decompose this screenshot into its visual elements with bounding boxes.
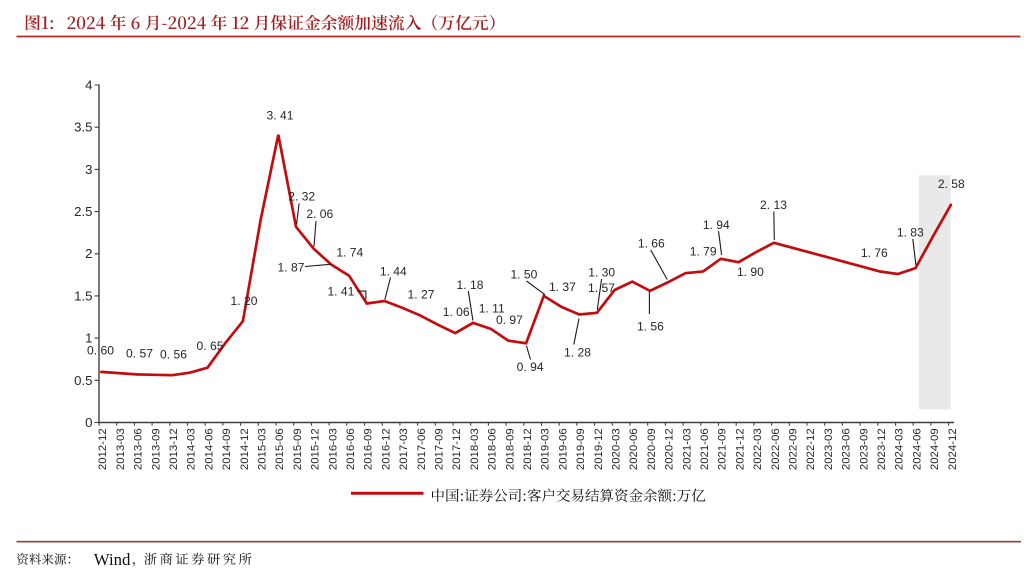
svg-text:2024-12: 2024-12 [947,428,959,470]
svg-text:2018-06: 2018-06 [487,428,499,470]
svg-text:0. 60: 0. 60 [87,343,114,357]
svg-text:2016-03: 2016-03 [327,428,339,470]
svg-text:2013-03: 2013-03 [115,428,127,470]
svg-text:2023-03: 2023-03 [823,428,835,470]
svg-text:2019-06: 2019-06 [557,428,569,470]
svg-text:2018-12: 2018-12 [522,428,534,470]
svg-text:2020-09: 2020-09 [646,428,658,470]
svg-text:1. 74: 1. 74 [336,246,363,260]
svg-text:2021-12: 2021-12 [734,428,746,470]
svg-text:2. 58: 2. 58 [938,177,965,191]
svg-text:2: 2 [85,246,92,261]
svg-text:0. 94: 0. 94 [517,360,544,374]
svg-text:0.5: 0.5 [74,373,92,388]
svg-text:2016-06: 2016-06 [345,428,357,470]
svg-text:3.5: 3.5 [74,120,92,135]
svg-text:2022-09: 2022-09 [788,428,800,470]
svg-text:2020-06: 2020-06 [628,428,640,470]
svg-text:Wind: Wind [94,550,131,569]
svg-text:0: 0 [85,415,92,430]
svg-text:1. 44: 1. 44 [380,264,407,278]
svg-text:1. 87: 1. 87 [278,260,305,274]
svg-text:2. 06: 2. 06 [306,207,333,221]
svg-text:2023-12: 2023-12 [876,428,888,470]
svg-text:1. 79: 1. 79 [690,245,717,259]
svg-text:1. 11: 1. 11 [479,302,505,316]
svg-text:1. 41: 1. 41 [327,285,354,299]
svg-text:2021-03: 2021-03 [681,428,693,470]
svg-text:2018-03: 2018-03 [469,428,481,470]
svg-text:1. 50: 1. 50 [510,267,537,281]
svg-text:1. 30: 1. 30 [588,266,615,280]
svg-text:2017-03: 2017-03 [398,428,410,470]
svg-text:2017-06: 2017-06 [416,428,428,470]
svg-text:2013-09: 2013-09 [150,428,162,470]
svg-text:2014-12: 2014-12 [239,428,251,470]
svg-text:2012-12: 2012-12 [97,428,109,470]
svg-text:2023-06: 2023-06 [841,428,853,470]
svg-text:1. 76: 1. 76 [861,246,888,260]
svg-text:2017-09: 2017-09 [434,428,446,470]
svg-text:2020-03: 2020-03 [611,428,623,470]
svg-text:1. 94: 1. 94 [703,218,730,232]
svg-text:0. 56: 0. 56 [160,347,187,361]
svg-text:2020-12: 2020-12 [664,428,676,470]
svg-text:2015-12: 2015-12 [310,428,322,470]
svg-text:2024-03: 2024-03 [894,428,906,470]
svg-text:2015-06: 2015-06 [274,428,286,470]
svg-text:2013-12: 2013-12 [168,428,180,470]
svg-text:2013-06: 2013-06 [133,428,145,470]
svg-text:2016-12: 2016-12 [380,428,392,470]
svg-text:1. 83: 1. 83 [897,225,924,239]
svg-text:2014-03: 2014-03 [186,428,198,470]
svg-text:1.5: 1.5 [74,288,92,303]
svg-text:2021-06: 2021-06 [699,428,711,470]
svg-text:2019-09: 2019-09 [575,428,587,470]
svg-text:2014-06: 2014-06 [203,428,215,470]
svg-text:2018-09: 2018-09 [504,428,516,470]
svg-text:0. 57: 0. 57 [126,346,153,360]
svg-text:2.5: 2.5 [74,204,92,219]
svg-text:1. 37: 1. 37 [549,280,576,294]
svg-text:2023-09: 2023-09 [858,428,870,470]
svg-text:2022-03: 2022-03 [752,428,764,470]
svg-text:1. 06: 1. 06 [443,305,470,319]
svg-text:2015-09: 2015-09 [292,428,304,470]
svg-text:0. 97: 0. 97 [496,313,523,327]
svg-text:2019-12: 2019-12 [593,428,605,470]
svg-text:1. 66: 1. 66 [638,237,665,251]
svg-text:2024-09: 2024-09 [929,428,941,470]
svg-text:3: 3 [85,162,92,177]
svg-text:4: 4 [85,78,92,93]
svg-text:1. 20: 1. 20 [231,294,258,308]
svg-text:1. 56: 1. 56 [637,319,664,333]
svg-text:1. 90: 1. 90 [737,265,764,279]
svg-text:0. 65: 0. 65 [197,339,224,353]
svg-text:2015-03: 2015-03 [257,428,269,470]
svg-text:3. 41: 3. 41 [267,108,294,122]
svg-text:2. 32: 2. 32 [288,190,315,204]
svg-text:2024-06: 2024-06 [911,428,923,470]
svg-text:2014-09: 2014-09 [221,428,233,470]
svg-text:1. 18: 1. 18 [457,278,484,292]
svg-text:2022-12: 2022-12 [805,428,817,470]
svg-text:1: 1 [85,331,92,346]
svg-text:2019-03: 2019-03 [540,428,552,470]
svg-text:2016-09: 2016-09 [363,428,375,470]
svg-text:1. 27: 1. 27 [408,288,435,302]
svg-text:1. 28: 1. 28 [564,345,591,359]
svg-text:2. 13: 2. 13 [760,198,787,212]
svg-text:2022-06: 2022-06 [770,428,782,470]
svg-text:2017-12: 2017-12 [451,428,463,470]
svg-text:1. 57: 1. 57 [588,281,615,295]
svg-text:2021-09: 2021-09 [717,428,729,470]
